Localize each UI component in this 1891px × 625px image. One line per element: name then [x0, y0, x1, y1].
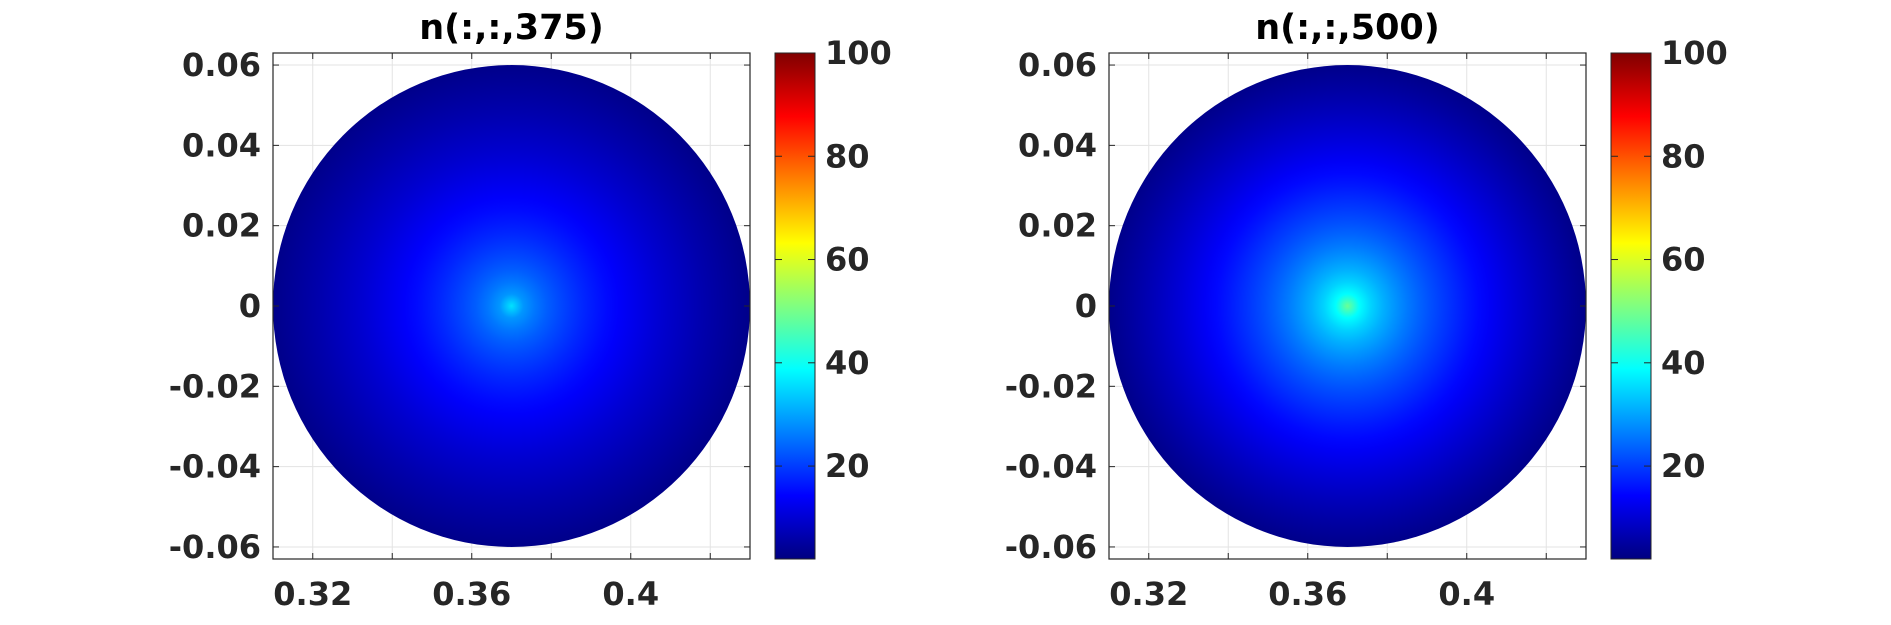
colorbar-tick-label: 40 [1661, 344, 1706, 382]
x-tick-label: 0.4 [602, 575, 659, 613]
y-tick-label: 0.06 [1018, 46, 1097, 84]
field-disk [1109, 65, 1586, 547]
colorbar [775, 53, 815, 559]
colorbar [1611, 53, 1651, 559]
y-tick-label: -0.06 [1005, 528, 1097, 566]
colorbar-tick-label: 40 [825, 344, 870, 382]
y-tick-label: -0.04 [169, 448, 261, 486]
chart-title: n(:,:,500) [1255, 8, 1440, 48]
chart-title: n(:,:,375) [419, 8, 604, 48]
field-disk [273, 65, 750, 547]
y-tick-label: 0.06 [182, 46, 261, 84]
colorbar-tick-label: 80 [1661, 137, 1706, 175]
y-tick-label: 0 [239, 287, 261, 325]
colorbar-tick-label: 60 [1661, 241, 1706, 279]
chart-2: 0.32 0.36 0.4 -0.06 -0.04 -0.02 0 0.02 0.04 0.06 n… [1005, 8, 1728, 613]
y-tick-label: -0.06 [169, 528, 261, 566]
y-tick-label: -0.04 [1005, 448, 1097, 486]
colorbar-tick-label: 100 [1661, 34, 1728, 72]
y-tick-label: -0.02 [1005, 367, 1097, 405]
y-tick-label: 0.04 [1018, 126, 1097, 164]
colorbar-tick-label: 20 [825, 447, 870, 485]
x-tick-label: 0.36 [1268, 575, 1347, 613]
y-tick-label: 0.02 [1018, 207, 1097, 245]
y-tick-label: 0 [1075, 287, 1097, 325]
colorbar-tick-label: 60 [825, 241, 870, 279]
colorbar-box [774, 52, 816, 560]
colorbar-box [1610, 52, 1652, 560]
x-tick-label: 0.36 [432, 575, 511, 613]
chart-1: 0.32 0.36 0.4 -0.06 -0.04 -0.02 0 0.02 0.04 0.06 n… [169, 8, 892, 613]
x-tick-label: 0.32 [273, 575, 352, 613]
y-tick-label: -0.02 [169, 367, 261, 405]
colorbar-tick-label: 80 [825, 137, 870, 175]
y-tick-label: 0.04 [182, 126, 261, 164]
colorbar-tick-label: 100 [825, 34, 892, 72]
y-tick-label: 0.02 [182, 207, 261, 245]
x-tick-label: 0.32 [1109, 575, 1188, 613]
colorbar-tick-label: 20 [1661, 447, 1706, 485]
x-tick-label: 0.4 [1438, 575, 1495, 613]
